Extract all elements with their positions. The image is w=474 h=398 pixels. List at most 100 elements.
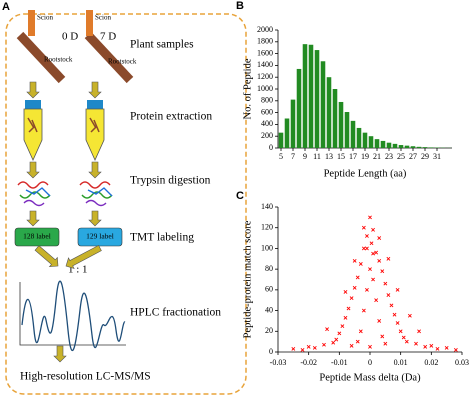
- label-text: 129 label: [86, 232, 114, 241]
- x-tick-label: 21: [373, 152, 381, 161]
- point: [349, 296, 354, 301]
- point: [365, 234, 369, 238]
- point: [334, 337, 339, 342]
- bar: [332, 89, 338, 148]
- bar: [290, 99, 296, 148]
- rootstock-stick: [16, 31, 66, 84]
- panel-label: B: [236, 0, 244, 12]
- point: [386, 256, 391, 261]
- flow-arrow: [88, 210, 102, 227]
- x-tick-label: 27: [409, 152, 417, 161]
- chromatogram-axes: [19, 282, 126, 346]
- bar: [302, 44, 308, 148]
- bar: [314, 50, 320, 149]
- point: [383, 341, 388, 346]
- day-label: 0 D: [62, 31, 78, 43]
- point: [358, 329, 363, 334]
- y-tick-label: 1200: [257, 72, 273, 81]
- point: [453, 348, 458, 352]
- final-step: High-resolution LC-MS/MS: [20, 371, 151, 383]
- point: [306, 344, 311, 349]
- point: [374, 250, 379, 255]
- step-label: HPLC fractionation: [130, 307, 221, 319]
- point: [291, 346, 296, 351]
- x-tick-label: 29: [421, 152, 429, 161]
- x-tick-label: 0: [368, 358, 372, 367]
- flow-arrow: [88, 161, 102, 179]
- step-label: TMT labeling: [130, 232, 194, 244]
- point: [371, 227, 375, 232]
- y-tick-label: 1000: [257, 84, 273, 93]
- point: [392, 312, 397, 317]
- step-label: Trypsin digestion: [130, 175, 211, 187]
- scion-label: Scion: [95, 14, 111, 22]
- point: [352, 258, 357, 263]
- x-tick-label: -0.02: [300, 358, 317, 367]
- point: [337, 331, 342, 336]
- flow-arrow: [26, 161, 40, 179]
- y-axis-title: Peptide-protein match score: [242, 220, 253, 338]
- y-tick-label: 2000: [257, 25, 273, 34]
- bar: [398, 145, 404, 148]
- x-tick-label: 0.01: [394, 358, 408, 367]
- bar: [284, 118, 290, 148]
- y-tick-label: 200: [261, 131, 273, 140]
- x-tick-label: 11: [313, 152, 321, 161]
- point: [343, 290, 348, 294]
- x-axis-title: Peptide Mass delta (Da): [319, 372, 421, 383]
- point: [383, 281, 388, 286]
- bar: [350, 120, 356, 148]
- point: [377, 258, 382, 263]
- y-tick-label: 0: [269, 143, 273, 152]
- bar: [386, 142, 392, 148]
- y-tick-label: 80: [265, 264, 273, 273]
- bar: [308, 44, 314, 148]
- x-axis-title: Peptide Length (aa): [324, 168, 407, 179]
- y-tick-label: 800: [261, 96, 273, 105]
- point: [322, 342, 326, 347]
- point: [369, 241, 374, 246]
- point: [358, 262, 363, 266]
- y-tick-label: 140: [261, 202, 273, 211]
- rootstock-stick: [84, 31, 134, 84]
- bar: [338, 101, 344, 148]
- y-tick-label: 600: [261, 107, 273, 116]
- point: [368, 215, 372, 220]
- flow-arrow: [26, 81, 40, 99]
- y-tick-label: 120: [261, 223, 273, 232]
- rootstock-label: Rootstock: [108, 58, 137, 66]
- point: [435, 346, 440, 351]
- point: [300, 348, 305, 352]
- tube: [85, 100, 105, 161]
- point: [386, 293, 391, 297]
- scion: [28, 10, 35, 36]
- day-label: 7 D: [100, 31, 116, 43]
- y-tick-label: 60: [265, 285, 273, 294]
- point: [401, 335, 406, 340]
- label-box: [14, 227, 60, 247]
- point: [377, 236, 382, 240]
- tube: [23, 100, 43, 161]
- y-tick-label: 20: [265, 326, 273, 335]
- point: [395, 321, 400, 325]
- bar: [278, 132, 284, 148]
- point: [355, 339, 360, 344]
- x-tick-label: 17: [349, 152, 357, 161]
- point: [414, 341, 418, 346]
- workflow-frame: [5, 13, 247, 395]
- point: [352, 285, 357, 290]
- bar: [416, 146, 422, 148]
- rootstock-label: Rootstock: [44, 56, 73, 64]
- x-tick-label: 0.02: [424, 358, 438, 367]
- point: [371, 277, 375, 282]
- point: [365, 246, 369, 251]
- bar: [296, 68, 302, 148]
- label-text: 128 label: [23, 232, 51, 241]
- x-tick-label: 15: [337, 152, 345, 161]
- y-tick-label: 400: [261, 119, 273, 128]
- point: [361, 246, 366, 251]
- point: [365, 287, 369, 292]
- bar: [410, 146, 416, 148]
- y-tick-label: 100: [261, 243, 273, 252]
